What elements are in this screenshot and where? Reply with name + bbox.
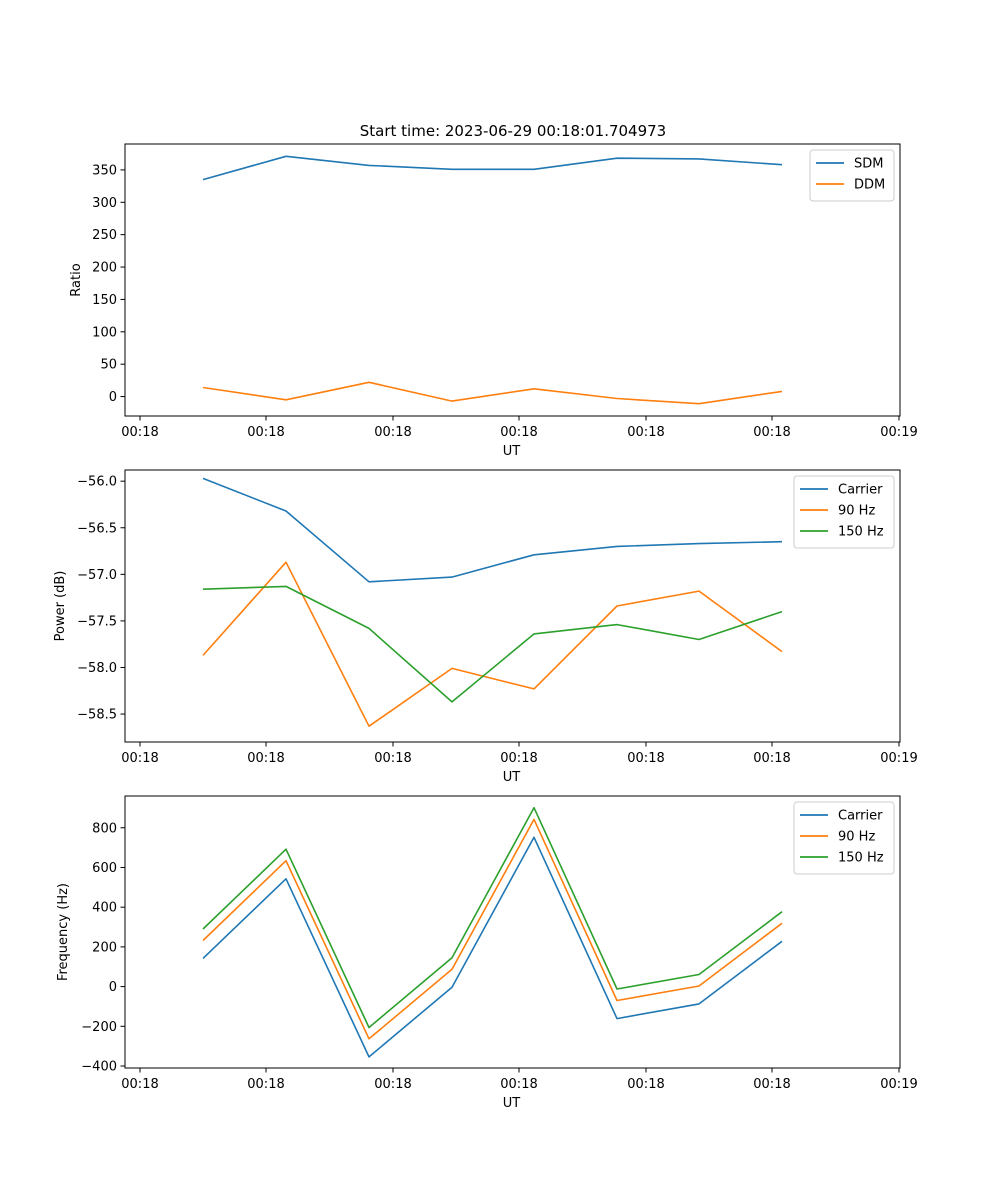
ratio-x-tick-label: 00:18 (121, 425, 158, 440)
frequency-panel: 00:18 00:18 00:18 00:18 00:18 00:18 00:19 −400 −… (56, 795, 918, 1111)
ratio-y-tick-label: 100 (92, 325, 117, 340)
ratio-y-tick-label: 200 (92, 261, 117, 276)
frequency-y-tick-label: −200 (81, 1020, 117, 1035)
frequency-legend-label-2: 150 Hz (838, 851, 884, 866)
power-y-tick-label: −58.0 (77, 661, 117, 676)
power-series-line-0 (202, 477, 783, 583)
power-panel: 00:18 00:18 00:18 00:18 00:18 00:18 00:19 −58.5… (53, 469, 918, 785)
power-x-tick-label: 00:18 (753, 751, 790, 766)
frequency-x-tick-label: 00:18 (500, 1077, 537, 1092)
power-legend-label-2: 150 Hz (838, 525, 884, 540)
ratio-x-tick-label: 00:18 (247, 425, 284, 440)
frequency-legend-label-1: 90 Hz (838, 830, 875, 845)
ratio-x-tick-label: 00:18 (627, 425, 664, 440)
power-x-axis-label: UT (503, 770, 521, 785)
frequency-legend-box (793, 801, 895, 875)
ratio-series-line-1 (202, 381, 783, 405)
power-legend-label-1: 90 Hz (838, 504, 875, 519)
frequency-y-axis-label: Frequency (Hz) (56, 883, 71, 981)
power-x-tick-label: 00:18 (121, 751, 158, 766)
ratio-y-tick-label: 300 (92, 196, 117, 211)
power-x-tick-label: 00:19 (880, 751, 917, 766)
frequency-series-line-0 (202, 836, 783, 1058)
frequency-x-tick-label: 00:18 (121, 1077, 158, 1092)
ratio-x-tick-label: 00:18 (500, 425, 537, 440)
chart-title: Start time: 2023-06-29 00:18:01.704973 (360, 122, 666, 140)
power-y-tick-label: −58.5 (77, 708, 117, 723)
power-series-line-1 (202, 561, 783, 728)
power-x-tick-label: 00:18 (374, 751, 411, 766)
frequency-x-tick-label: 00:18 (627, 1077, 664, 1092)
ratio-y-tick-label: 0 (109, 390, 117, 405)
power-x-tick-label: 00:18 (627, 751, 664, 766)
ratio-y-tick-label: 250 (92, 228, 117, 243)
ratio-panel: 00:18 00:18 00:18 00:18 00:18 00:18 00:19 0 50 10… (69, 143, 918, 459)
frequency-x-tick-label: 00:18 (374, 1077, 411, 1092)
ratio-x-tick-label: 00:18 (374, 425, 411, 440)
frequency-x-tick-label: 00:18 (753, 1077, 790, 1092)
power-legend-box (793, 475, 895, 549)
frequency-y-tick-label: 600 (92, 861, 117, 876)
ratio-y-tick-label: 50 (100, 358, 117, 373)
frequency-y-tick-label: 0 (109, 980, 117, 995)
ratio-y-axis-label: Ratio (69, 263, 84, 296)
ratio-x-axis-label: UT (503, 444, 521, 459)
ratio-legend-label-1: DDM (854, 178, 885, 193)
frequency-y-tick-label: 800 (92, 821, 117, 836)
frequency-series-line-2 (202, 806, 783, 1029)
power-legend-label-0: Carrier (838, 483, 883, 498)
power-y-axis-label: Power (dB) (53, 571, 68, 642)
ratio-y-tick-label: 350 (92, 163, 117, 178)
ratio-x-tick-label: 00:18 (753, 425, 790, 440)
frequency-legend-label-0: Carrier (838, 809, 883, 824)
frequency-x-tick-label: 00:18 (247, 1077, 284, 1092)
ratio-y-tick-label: 150 (92, 293, 117, 308)
ratio-axes-frame (124, 143, 901, 417)
power-y-tick-label: −57.5 (77, 614, 117, 629)
frequency-x-axis-label: UT (503, 1096, 521, 1111)
frequency-series-line-1 (202, 818, 783, 1040)
ratio-x-tick-label: 00:19 (880, 425, 917, 440)
frequency-x-tick-label: 00:19 (880, 1077, 917, 1092)
power-axes-frame (124, 469, 901, 743)
power-series-line-2 (202, 585, 783, 703)
power-y-tick-label: −57.0 (77, 568, 117, 583)
frequency-y-tick-label: 400 (92, 901, 117, 916)
power-x-tick-label: 00:18 (247, 751, 284, 766)
frequency-axes-frame (124, 795, 901, 1069)
frequency-y-tick-label: −400 (81, 1060, 117, 1075)
frequency-y-tick-label: 200 (92, 940, 117, 955)
power-y-tick-label: −56.5 (77, 521, 117, 536)
power-y-tick-label: −56.0 (77, 475, 117, 490)
ratio-legend-label-0: SDM (854, 157, 883, 172)
ratio-series-line-0 (202, 155, 783, 181)
power-x-tick-label: 00:18 (500, 751, 537, 766)
